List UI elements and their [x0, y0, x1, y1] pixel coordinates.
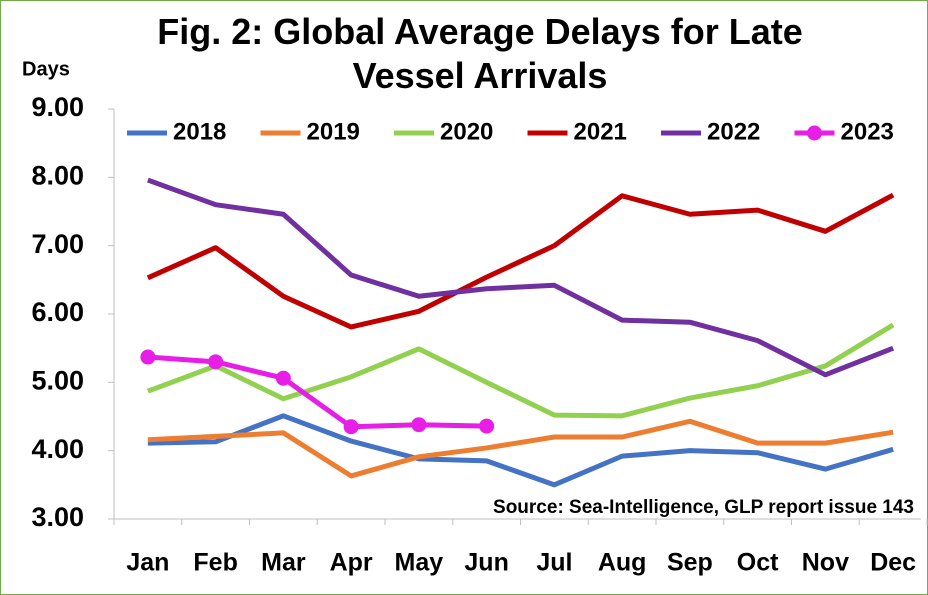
x-tick-label: Oct	[737, 549, 779, 577]
series-marker	[411, 417, 427, 433]
x-tick-label: May	[395, 549, 444, 577]
y-tick-label: 6.00	[31, 297, 84, 327]
x-tick-label: Jan	[126, 549, 169, 577]
series-marker	[479, 418, 495, 434]
x-tick-label: Aug	[598, 549, 647, 577]
annotation: Source: Sea-Intelligence, GLP report iss…	[493, 497, 914, 518]
series-line	[146, 192, 895, 330]
annotation-box	[474, 492, 922, 522]
x-tick-label: Jun	[464, 549, 508, 577]
x-tick-label: Apr	[330, 549, 373, 577]
series-line	[147, 354, 487, 430]
legend-label: 2019	[307, 118, 360, 145]
x-tick-label: Nov	[802, 549, 849, 577]
series-marker	[140, 349, 156, 365]
y-tick-label: 8.00	[31, 160, 84, 190]
y-tick-label: 5.00	[31, 365, 84, 395]
series-line	[147, 418, 894, 479]
series-line	[147, 177, 895, 378]
series-marker	[275, 370, 291, 386]
y-axis-label: Days	[22, 58, 70, 80]
y-tick-label: 9.00	[31, 92, 84, 122]
legend-label: 2018	[173, 118, 226, 145]
x-tick-label: Feb	[193, 549, 237, 577]
x-tick-label: Sep	[667, 549, 713, 577]
legend-label: 2020	[440, 118, 493, 145]
legend-label: 2023	[841, 118, 894, 145]
x-tick-label: Dec	[870, 549, 916, 577]
y-tick-label: 7.00	[31, 229, 84, 259]
series-line	[147, 322, 895, 419]
y-tick-label: 4.00	[31, 434, 84, 464]
series-marker	[343, 419, 359, 435]
legend-label: 2022	[707, 118, 760, 145]
y-tick-label: 3.00	[31, 502, 84, 532]
series-line	[147, 413, 894, 488]
x-tick-label: Mar	[261, 549, 306, 577]
legend-label: 2021	[574, 118, 627, 145]
legend-marker	[807, 125, 822, 141]
chart-title: Fig. 2: Global Average Delays for Late V…	[157, 11, 803, 96]
series-marker	[208, 354, 224, 370]
x-tick-label: Jul	[536, 549, 572, 577]
